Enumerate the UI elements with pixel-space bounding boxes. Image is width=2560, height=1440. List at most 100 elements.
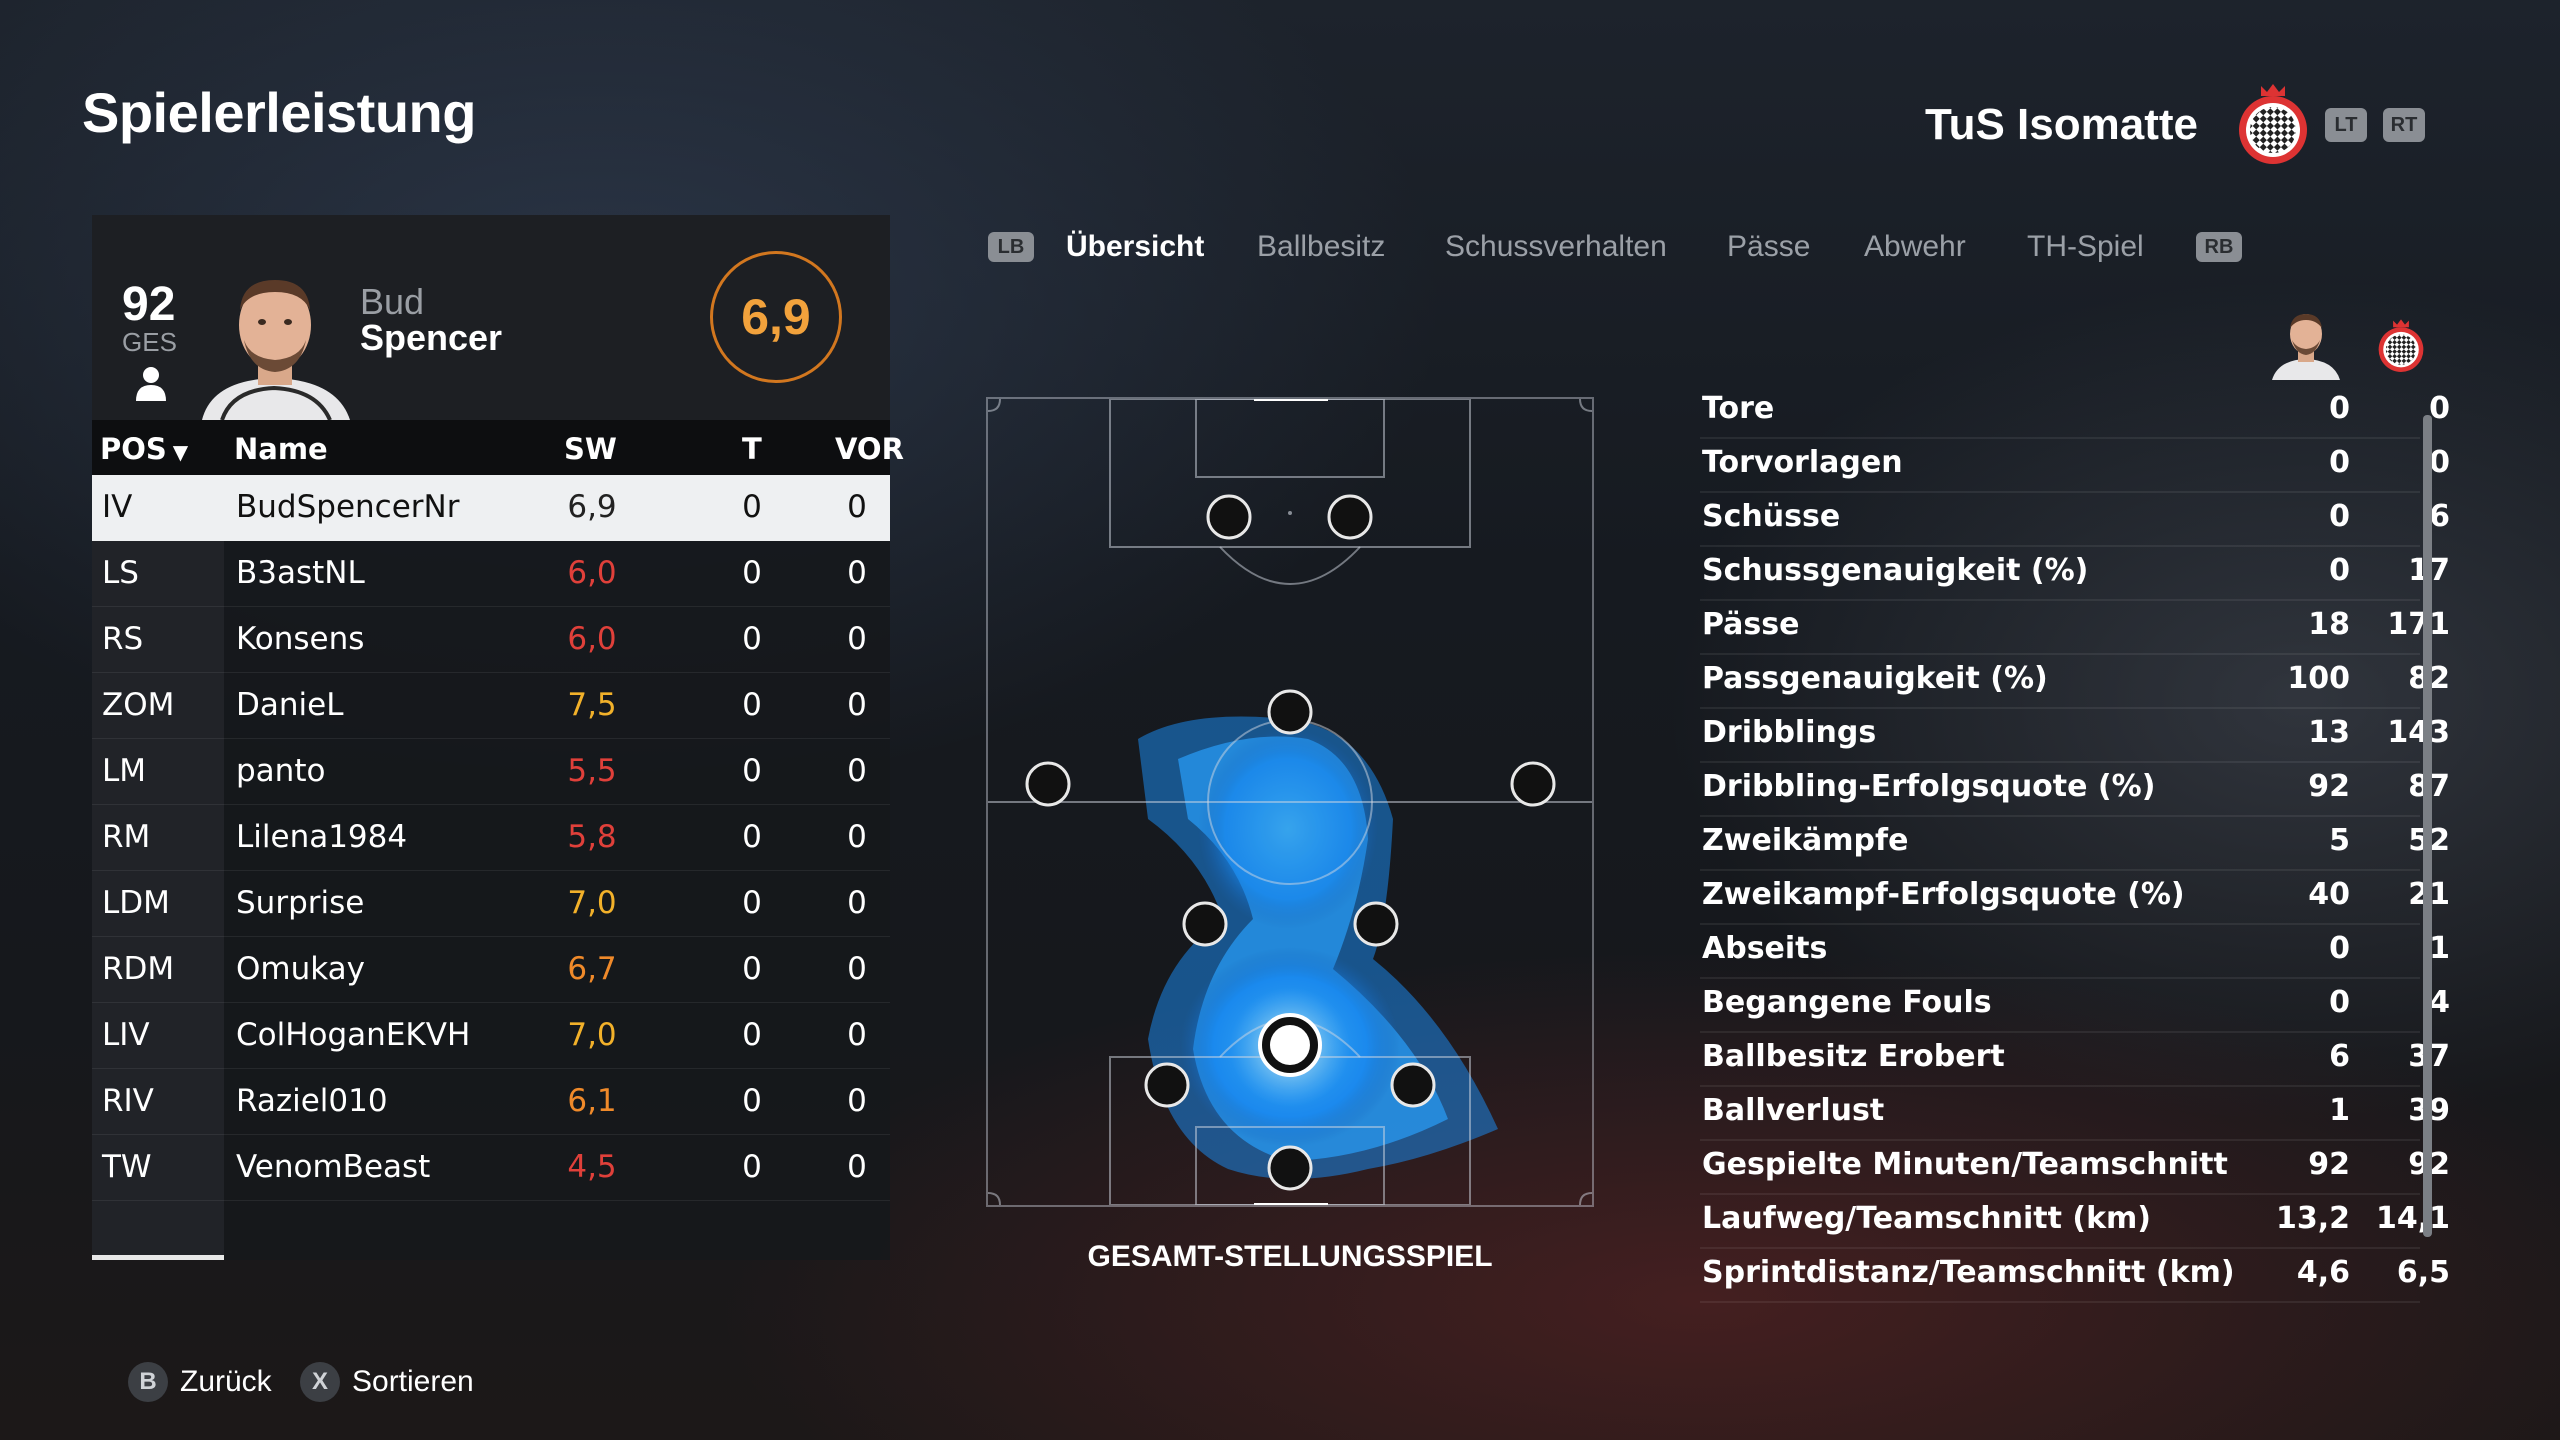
stats-list: Tore 0 0 Torvorlagen 0 0 Schüsse 0 6 Schussgenaui… [1700,385,2450,1303]
table-row[interactable]: LS B3astNL 6,0 0 0 [92,541,890,607]
tab-th-spiel[interactable]: TH-Spiel [2027,230,2144,263]
lb-button[interactable]: LB [988,232,1034,262]
stat-row: Dribbling-Erfolgsquote (%) 9287 [1700,763,2450,817]
stat-team-value: 171 [2387,607,2450,642]
stat-player-value: 0 [2329,391,2350,426]
rb-button[interactable]: RB [2196,232,2242,262]
table-row[interactable]: ZOM DanieL 7,5 0 0 [92,673,890,739]
player-assists: 0 [847,489,867,525]
player-name: BudSpencerNr [236,489,460,525]
table-row[interactable]: LM panto 5,5 0 0 [92,739,890,805]
player-assists: 0 [847,1017,867,1053]
player-name: Konsens [236,621,365,657]
stat-team-value: 37 [2330,1039,2450,1074]
tab-ballbesitz[interactable]: Ballbesitz [1257,230,1386,263]
table-row[interactable]: RM Lilena1984 5,8 0 0 [92,805,890,871]
table-row[interactable]: LIV ColHoganEKVH 7,0 0 0 [92,1003,890,1069]
table-header: POS ▼ Name SW T VOR [92,420,904,475]
player-goals: 0 [742,1083,762,1119]
overall-rating: 92 [122,278,176,331]
player-rating: 4,5 [567,1149,617,1185]
player-goals: 0 [742,1017,762,1053]
player-first-name: Bud [360,281,425,322]
sort-action[interactable]: X Sortieren [300,1362,474,1402]
player-name: VenomBeast [236,1149,431,1185]
stat-label: Abseits [1702,931,1828,966]
stat-row: Passgenauigkeit (%) 10082 [1700,655,2450,709]
stat-team-value: 92 [2330,1147,2450,1182]
scroll-indicator [92,1255,224,1260]
stat-label: Tore [1702,391,1775,426]
rt-button[interactable]: RT [2383,108,2425,142]
table-row[interactable]: RS Konsens 6,0 0 0 [92,607,890,673]
tab-schussverhalten[interactable]: Schussverhalten [1445,230,1667,263]
pos-sort-header[interactable]: POS ▼ [100,432,189,466]
player-rating: 6,0 [567,621,617,657]
tab-paesse[interactable]: Pässe [1727,230,1811,263]
team-crest-icon [2239,84,2307,164]
x-button-icon: X [300,1362,340,1402]
stats-scrollbar[interactable] [2423,415,2432,1237]
stat-row: Pässe 18 171 [1700,601,2450,655]
stat-row: Gespielte Minuten/Teamschnitt 9292 [1700,1141,2450,1195]
stat-team-value: 21 [2330,877,2450,912]
stat-label: Dribblings [1702,715,1877,750]
player-mini-portrait [2272,314,2340,380]
tab-uebersicht[interactable]: Übersicht [1066,230,1205,263]
player-goals: 0 [742,621,762,657]
player-rating: 7,0 [567,1017,617,1053]
player-rating: 5,8 [567,819,617,855]
lt-button[interactable]: LT [2325,108,2367,142]
stat-team-value: 82 [2330,661,2450,696]
stat-team-value: 0 [2429,445,2450,480]
stat-team-value: 14,1 [2375,1201,2450,1236]
player-assists: 0 [847,687,867,723]
stat-label: Gespielte Minuten/Teamschnitt [1702,1147,2228,1182]
player-position: LM [102,753,147,789]
stat-team-value: 39 [2330,1093,2450,1128]
stat-player-value: 4,6 [2296,1255,2350,1290]
player-position: ZOM [102,687,175,723]
player-last-name: Spencer [360,317,503,358]
player-goals: 0 [742,687,762,723]
stat-player-value: 92 [2308,1147,2350,1182]
stat-label: Begangene Fouls [1702,985,1992,1020]
stat-label: Passgenauigkeit (%) [1702,661,2048,696]
overall-label: GES [122,327,177,357]
player-name: Omukay [236,951,365,987]
tab-abwehr[interactable]: Abwehr [1864,230,1966,263]
sw-header: SW [564,432,617,466]
player-panel: 92 GES Bud Spencer 6,9 POS ▼ Name SW T VO… [92,215,904,1260]
table-row[interactable]: RDM Omukay 6,7 0 0 [92,937,890,1003]
stat-team-value: 6,5 [2396,1255,2450,1290]
table-row[interactable]: IV BudSpencerNr 6,9 0 0 [92,475,890,541]
player-rating: 7,0 [567,885,617,921]
table-row[interactable]: LDM Surprise 7,0 0 0 [92,871,890,937]
stat-row: Sprintdistanz/Teamschnitt (km) 4,6 6,5 [1700,1249,2450,1303]
stat-label: Schüsse [1702,499,1841,534]
stat-row: Torvorlagen 0 0 [1700,439,2450,493]
player-name: Surprise [236,885,365,921]
table-row[interactable]: RIV Raziel010 6,1 0 0 [92,1069,890,1135]
stat-row: Laufweg/Teamschnitt (km) 13,2 14,1 [1700,1195,2450,1249]
player-assists: 0 [847,1149,867,1185]
back-label: Zurück [180,1365,272,1398]
stat-player-value: 0 [2329,985,2350,1020]
stat-label: Ballverlust [1702,1093,1885,1128]
player-position: LS [102,555,139,591]
player-rating: 6,0 [567,555,617,591]
stat-row: Ballverlust 139 [1700,1087,2450,1141]
player-rating: 6,9 [567,489,617,525]
vor-header: VOR [835,432,904,466]
stat-team-value: 0 [2429,391,2450,426]
player-list: IV BudSpencerNr 6,9 0 0 LS B3astNL 6,0 0 0 RS Konse… [92,475,890,1201]
table-row[interactable]: TW VenomBeast 4,5 0 0 [92,1135,890,1201]
player-header: 92 GES Bud Spencer 6,9 [92,215,890,420]
stat-player-value: 13,2 [2275,1201,2350,1236]
player-rating: 7,5 [567,687,617,723]
stat-player-value: 92 [2308,769,2350,804]
pitch-drawing [988,399,1592,1205]
back-action[interactable]: B Zurück [128,1362,272,1402]
player-goals: 0 [742,555,762,591]
player-name: Lilena1984 [236,819,408,855]
